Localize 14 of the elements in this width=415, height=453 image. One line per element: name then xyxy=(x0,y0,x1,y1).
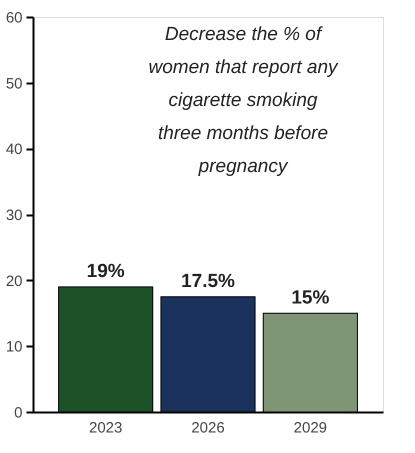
y-tick-label: 30 xyxy=(6,207,22,224)
data-label: 17.5% xyxy=(181,270,236,292)
x-tick-label: 2026 xyxy=(191,420,225,436)
y-tick-label: 0 xyxy=(14,404,22,422)
text: Decrease the % of women that report any cigarette smoking three months before pregnancy xyxy=(148,24,340,177)
y-tick-label: 60 xyxy=(6,10,22,26)
y-tick-label: 20 xyxy=(6,272,22,290)
x-tick-label: 2029 xyxy=(294,420,328,436)
data-label: 19% xyxy=(86,260,125,282)
data-label: 15% xyxy=(291,287,330,308)
y-tick-label: 10 xyxy=(6,338,22,356)
y-tick-label: 50 xyxy=(6,75,22,92)
x-tick-label: 2023 xyxy=(88,420,122,436)
y-tick-label: 40 xyxy=(6,141,22,158)
